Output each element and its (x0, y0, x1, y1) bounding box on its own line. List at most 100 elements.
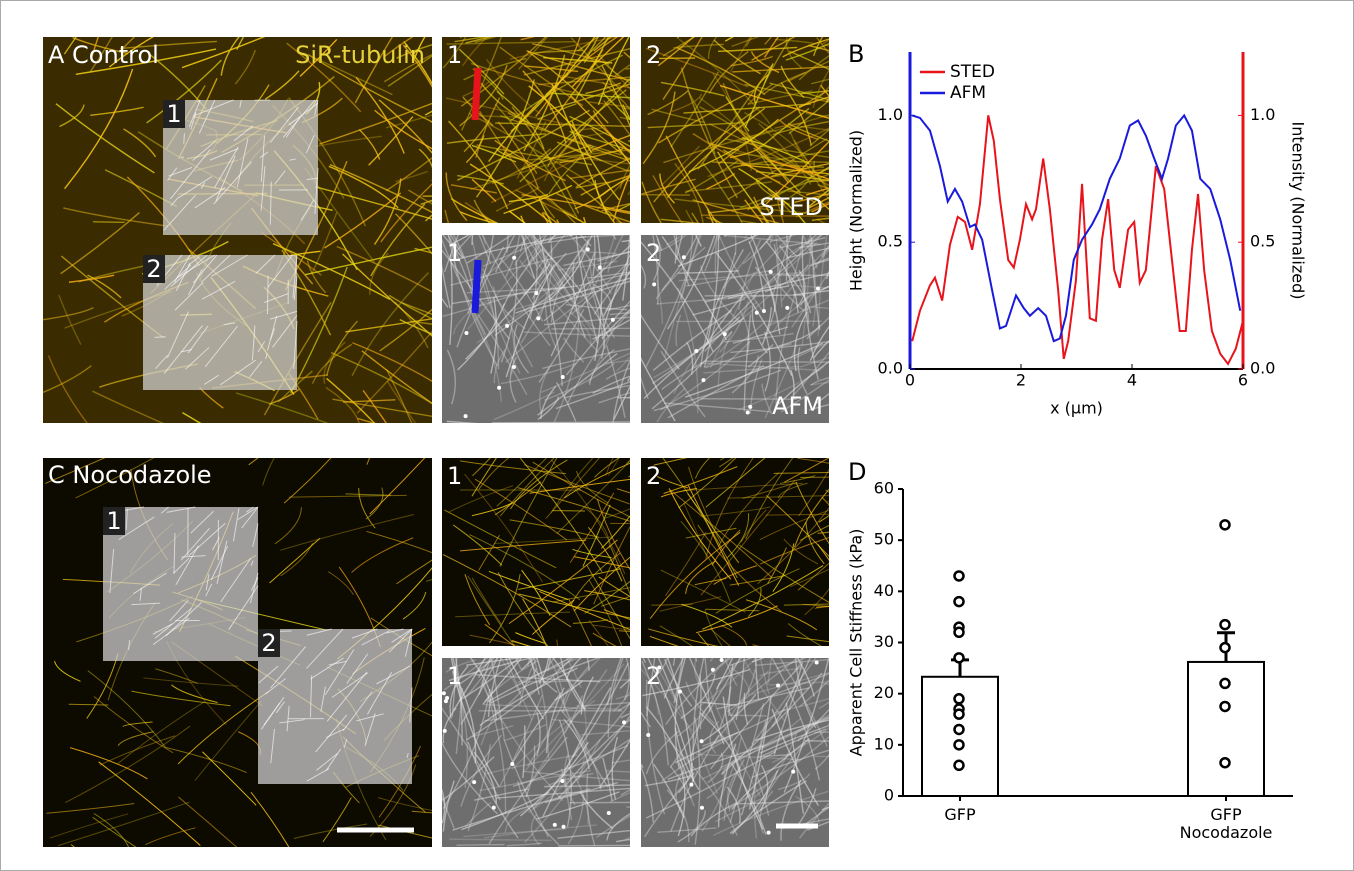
speck (767, 831, 771, 835)
image-label: STED (759, 193, 823, 221)
speck (762, 309, 766, 313)
fiber (822, 1, 909, 44)
roi-fiber (184, 133, 185, 143)
x-tick-label: 6 (1238, 371, 1248, 390)
fiber (460, 0, 538, 38)
y-tick-label: 30 (874, 632, 894, 651)
y2-axis-label: Intensity (Normalized) (1289, 122, 1308, 300)
data-point (955, 740, 964, 749)
speck (700, 739, 704, 743)
x-tick-label: 4 (1127, 371, 1137, 390)
data-point (1221, 620, 1230, 629)
figure: 12A ControlSiR-tubulin12STED12AFM12C Noc… (0, 0, 1354, 871)
speck (472, 780, 476, 784)
speck (505, 324, 509, 328)
roi-label: 2 (261, 629, 276, 657)
speck (534, 291, 538, 295)
speck (689, 783, 693, 787)
speck (443, 729, 447, 733)
y2-tick-label: 0.0 (1250, 359, 1275, 378)
x-axis-label: x (µm) (1050, 399, 1103, 418)
profile-line (475, 68, 478, 120)
profile-line (475, 260, 478, 313)
y-tick-label: 0.5 (878, 232, 903, 251)
image-label: 2 (646, 462, 661, 490)
roi-box (143, 255, 297, 390)
fiber (822, 247, 912, 289)
roi: 1 (103, 507, 258, 661)
roi-fiber (267, 276, 268, 314)
speck (816, 286, 820, 290)
y-tick-label: 0.0 (878, 359, 903, 378)
fiber (475, 2, 608, 42)
roi-label: 1 (106, 507, 121, 535)
x-tick-label: GFP Nocodazole (1180, 806, 1273, 842)
speck (755, 311, 759, 315)
speck (694, 349, 698, 353)
speck (444, 699, 448, 703)
speck (652, 282, 656, 286)
y-tick-label: 1.0 (878, 105, 903, 124)
y-tick-label: 50 (874, 530, 894, 549)
roi: 1 (163, 100, 318, 235)
fiber (818, 185, 924, 219)
image-label: 1 (447, 41, 462, 69)
y-tick-label: 10 (874, 734, 894, 753)
data-point (1221, 643, 1230, 652)
y-axis-label: Height (Normalized) (847, 130, 866, 291)
speck (746, 410, 750, 414)
legend-label: AFM (950, 83, 986, 103)
speck (785, 306, 789, 310)
fiber (93, 222, 125, 223)
fiber (826, 490, 880, 534)
image-label: 2 (646, 662, 661, 690)
panel-letter: D (848, 458, 866, 486)
speck (553, 823, 557, 827)
fiber (492, 422, 630, 423)
x-tick-label: GFP (944, 806, 975, 824)
fiber (71, 845, 105, 871)
roi: 2 (258, 629, 412, 784)
fiber (725, 0, 822, 41)
panel-letter: B (848, 40, 864, 68)
speck (720, 658, 724, 662)
speck (512, 256, 516, 260)
speck (598, 265, 602, 269)
speck (815, 660, 819, 664)
fiber (821, 85, 919, 196)
speck (464, 414, 468, 418)
y2-tick-label: 1.0 (1250, 105, 1275, 124)
speck (442, 691, 446, 695)
image-label: 2 (646, 41, 661, 69)
speck (682, 255, 686, 259)
roi-label: 1 (166, 100, 181, 128)
data-point (955, 628, 964, 637)
fiber (696, 0, 767, 37)
speck (611, 318, 615, 322)
speck (776, 684, 780, 688)
image-label: C Nocodazole (48, 461, 212, 489)
legend-label: STED (950, 62, 995, 82)
data-point (1221, 520, 1230, 529)
data-point (955, 694, 964, 703)
image-label: 1 (447, 662, 462, 690)
speck (701, 378, 705, 382)
image-label: 1 (447, 239, 462, 267)
speck (791, 770, 795, 774)
data-point (955, 571, 964, 580)
speck (723, 332, 727, 336)
image-label: AFM (772, 392, 823, 420)
roi-fiber (155, 337, 166, 338)
speck (536, 316, 540, 320)
speck (586, 247, 590, 251)
x-tick-label: 2 (1016, 371, 1026, 390)
y2-tick-label: 0.5 (1250, 232, 1275, 251)
speck (560, 779, 564, 783)
fiber (457, 845, 505, 846)
figure-canvas: 12A ControlSiR-tubulin12STED12AFM12C Noc… (0, 0, 1354, 871)
speck (562, 825, 566, 829)
data-point (1221, 702, 1230, 711)
fiber (616, 222, 651, 233)
fiber (822, 780, 908, 810)
speck (646, 733, 650, 737)
